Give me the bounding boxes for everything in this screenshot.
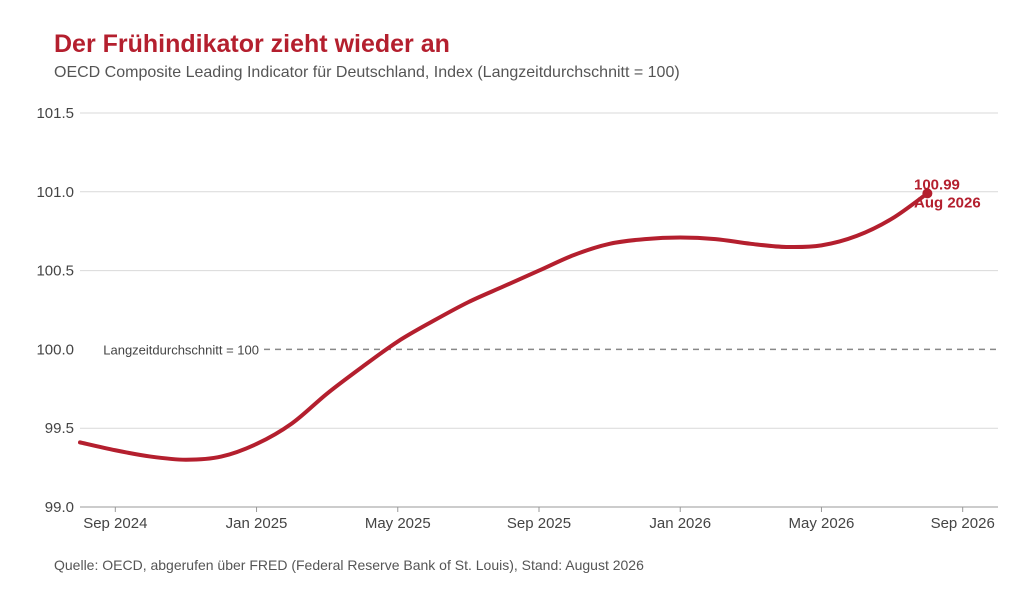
x-tick-label: May 2025 (365, 515, 431, 532)
series-layer (78, 188, 933, 462)
end-date-label: Aug 2026 (914, 194, 981, 211)
chart-title: Der Frühindikator zieht wieder an (54, 30, 450, 58)
x-tick-label: Sep 2024 (83, 515, 147, 532)
x-tick-label: Jan 2025 (226, 515, 288, 532)
axis-layer: 99.0 99.5 100.0 100.5 101.0 101.5 Sep 2024 Jan … (36, 105, 998, 532)
y-tick-label: 99.0 (45, 499, 74, 516)
x-tick-label: Sep 2025 (507, 515, 571, 532)
reference-line-label: Langzeitdurchschnitt = 100 (103, 342, 259, 357)
end-annotation: 100.99 Aug 2026 (914, 176, 981, 211)
chart-subtitle: OECD Composite Leading Indicator für Deu… (54, 64, 680, 81)
y-tick-label: 101.0 (36, 184, 74, 201)
end-point-marker (922, 188, 933, 199)
y-tick-label: 99.5 (45, 420, 74, 437)
y-tick-label: 100.0 (36, 341, 74, 358)
y-tick-label: 101.5 (36, 105, 74, 122)
series-line (78, 191, 930, 462)
chart-source: Quelle: OECD, abgerufen über FRED (Feder… (54, 557, 644, 573)
x-tick-label: Jan 2026 (649, 515, 711, 532)
reference-layer: Langzeitdurchschnitt = 100 (103, 342, 998, 357)
x-tick-label: May 2026 (789, 515, 855, 532)
end-value-label: 100.99 (914, 176, 960, 193)
x-tick-label: Sep 2026 (931, 515, 995, 532)
y-tick-label: 100.5 (36, 263, 74, 280)
